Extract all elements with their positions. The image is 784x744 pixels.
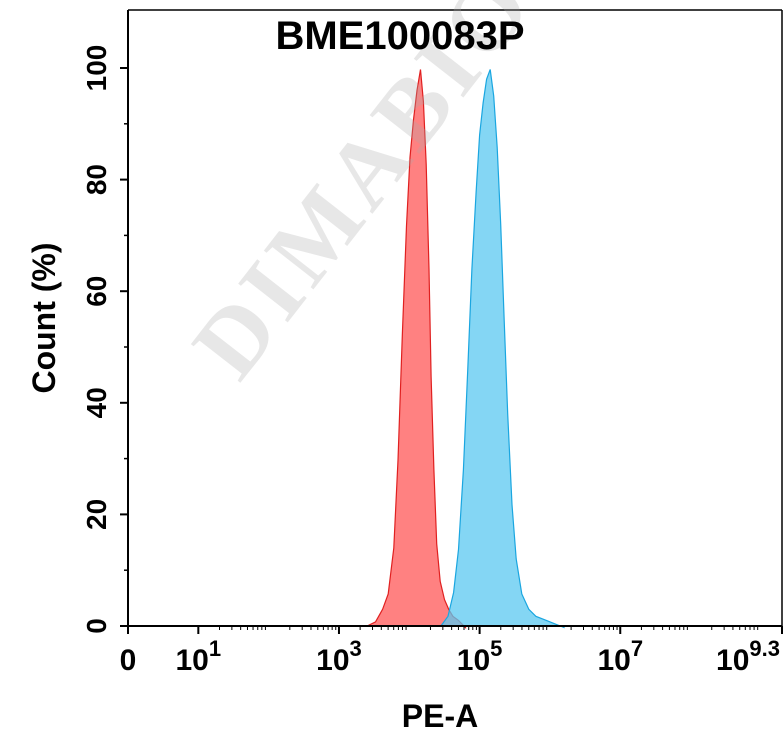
x-tick-exponent: 5 xyxy=(490,636,502,661)
x-tick-label: 105 xyxy=(457,636,503,677)
x-tick-exponent: 3 xyxy=(350,636,362,661)
y-tick-label: 60 xyxy=(81,276,112,307)
y-tick-label: 100 xyxy=(81,45,112,92)
x-tick-label: 0 xyxy=(120,644,137,677)
x-tick-exponent: 7 xyxy=(631,636,643,661)
y-tick-label: 20 xyxy=(81,499,112,530)
y-tick-label: 0 xyxy=(81,618,112,634)
y-tick-label: 80 xyxy=(81,164,112,195)
chart-title: BME100083P xyxy=(275,14,525,58)
x-tick-exponent: 9.3 xyxy=(749,636,780,661)
x-tick-label: 109.3 xyxy=(716,636,780,677)
x-tick-label: 101 xyxy=(176,636,222,677)
x-tick-label: 103 xyxy=(316,636,362,677)
histogram-series-2 xyxy=(439,69,565,629)
y-axis-label: Count (%) xyxy=(26,242,62,394)
y-tick-label: 40 xyxy=(81,387,112,418)
x-tick-label: 107 xyxy=(597,636,643,677)
x-tick-exponent: 1 xyxy=(209,636,221,661)
x-axis-label: PE-A xyxy=(401,698,479,734)
